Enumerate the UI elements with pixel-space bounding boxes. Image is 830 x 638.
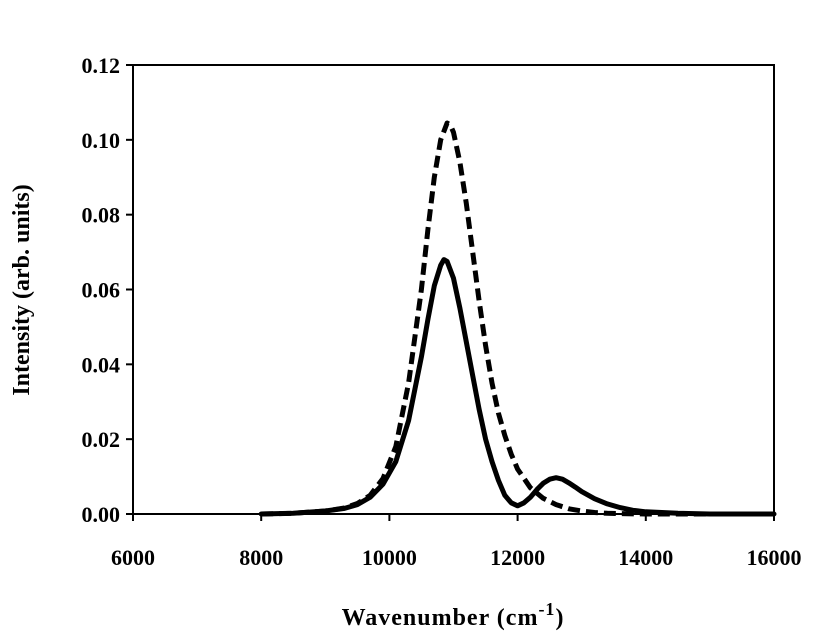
x-tick-label: 8000 <box>239 545 283 570</box>
x-tick-label: 14000 <box>618 545 673 570</box>
x-axis-ticks: 6000 8000 10000 12000 14000 16000 <box>111 514 802 570</box>
x-tick-label: 10000 <box>362 545 417 570</box>
solid-series-line <box>258 257 777 517</box>
dashed-series-line <box>261 120 774 517</box>
y-tick-label: 0.04 <box>82 352 121 377</box>
x-axis-title-suffix: ) <box>555 605 564 631</box>
x-tick-label: 12000 <box>490 545 545 570</box>
y-tick-label: 0.10 <box>82 128 121 153</box>
y-tick-label: 0.06 <box>82 278 121 303</box>
x-axis-title-superscript: -1 <box>538 599 555 619</box>
y-tick-label: 0.08 <box>82 203 121 228</box>
y-tick-label: 0.00 <box>82 502 121 527</box>
x-tick-label: 16000 <box>747 545 802 570</box>
y-tick-label: 0.02 <box>82 427 121 452</box>
x-axis-title: Wavenumber (cm-1) <box>342 599 565 631</box>
y-tick-label: 0.12 <box>82 53 121 78</box>
y-axis-title: Intensity (arb. units) <box>9 184 35 395</box>
y-axis-ticks: 0.00 0.02 0.04 0.06 0.08 0.10 0.12 <box>82 53 133 527</box>
x-tick-label: 6000 <box>111 545 155 570</box>
series-layer <box>258 120 777 517</box>
x-axis-title-main: Wavenumber (cm <box>342 605 539 631</box>
